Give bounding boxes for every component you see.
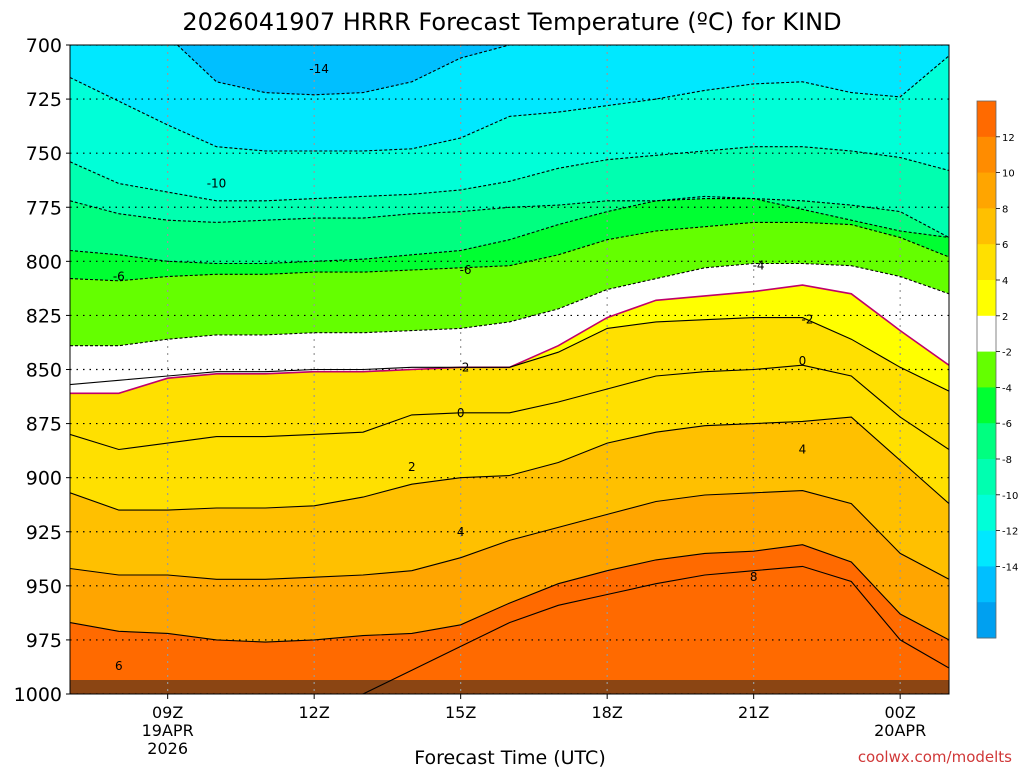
colorbar-label: -6	[1002, 419, 1012, 430]
colorbar-label: 4	[1002, 276, 1008, 287]
contour-label: 4	[457, 525, 465, 539]
colorbar-swatch	[977, 530, 996, 567]
y-tick-label: 775	[26, 197, 62, 219]
contour-label: 4	[799, 443, 807, 457]
colorbar-swatch	[977, 315, 996, 353]
isotherm-12	[362, 565, 949, 694]
fill-band--14	[177, 45, 510, 95]
isotherm--4	[70, 221, 949, 282]
colorbar-swatch	[977, 566, 996, 603]
contour-labels: -14 -10 -6 -6 -4 -2 0 0 2 2 4 4 8 6	[113, 62, 814, 673]
isotherm-2	[70, 317, 949, 392]
colorbar-label: -12	[1002, 527, 1018, 538]
colorbar-legend: 12 10 8 6 4 2 -2 -4 -6 -8 -10 -12 -14	[976, 100, 1018, 639]
isotherm--2	[70, 262, 949, 347]
x-tick-label: 21Z	[738, 703, 769, 722]
colorbar-label: 12	[1002, 133, 1015, 144]
grid-lines	[70, 45, 949, 694]
colorbar-label: 10	[1002, 169, 1015, 180]
y-tick-label: 950	[26, 576, 62, 598]
x-tick-label: 12Z	[299, 703, 330, 722]
colorbar-swatch	[977, 602, 996, 639]
contour-label: 6	[115, 659, 123, 673]
x-tick-label: 20APR	[874, 721, 926, 740]
colorbar-swatch	[977, 459, 996, 496]
contour-label: -14	[309, 62, 329, 76]
colorbar-swatch	[977, 280, 996, 317]
isotherm-contours	[70, 45, 949, 694]
isotherm--10	[70, 146, 949, 202]
colorbar-swatch	[977, 387, 996, 424]
contour-label: -4	[753, 259, 765, 273]
x-tick-label: 09Z	[152, 703, 183, 722]
contour-label: -2	[801, 313, 813, 327]
colorbar-swatch	[977, 351, 996, 388]
colorbar-label: -10	[1002, 491, 1018, 502]
contour-label: -10	[207, 176, 227, 190]
y-tick-label: 725	[26, 89, 62, 111]
y-tick-label: 1000	[14, 684, 62, 706]
y-axis: 700 725 750 775 800 825 850 875 900 925 950 975 1000	[14, 35, 70, 706]
colorbar-label: -14	[1002, 562, 1018, 573]
x-tick-label: 2026	[147, 739, 188, 758]
isotherm--8	[70, 198, 949, 238]
contour-label: 0	[457, 406, 465, 420]
colorbar-swatch	[977, 244, 996, 281]
isotherm-10	[70, 544, 949, 643]
y-tick-label: 700	[26, 35, 62, 57]
y-tick-label: 750	[26, 143, 62, 165]
contour-label: 2	[408, 460, 416, 474]
y-tick-label: 875	[26, 414, 62, 436]
x-tick-label: 19APR	[142, 721, 194, 740]
isotherm-8	[70, 490, 949, 580]
credit-text: coolwx.com/modelts	[858, 748, 1012, 766]
colorbar-swatch	[977, 101, 996, 138]
colorbar-swatch	[977, 494, 996, 532]
y-tick-label: 975	[26, 630, 62, 652]
contour-label: 0	[799, 354, 807, 368]
colorbar-label: 8	[1002, 204, 1008, 215]
colorbar-label: -4	[1002, 383, 1012, 394]
colorbar-label: 2	[1002, 312, 1008, 323]
y-tick-label: 900	[26, 468, 62, 490]
y-tick-label: 850	[26, 360, 62, 382]
contour-label: -6	[113, 269, 125, 283]
contour-label: -6	[460, 263, 472, 277]
contour-label: 8	[750, 570, 758, 584]
colorbar-swatch	[977, 136, 996, 174]
isotherm-4	[70, 416, 949, 511]
y-tick-label: 825	[26, 305, 62, 327]
x-tick-label: 15Z	[445, 703, 476, 722]
colorbar-swatch	[977, 423, 996, 460]
isotherm--14	[177, 45, 510, 96]
chart-title: 2026041907 HRRR Forecast Temperature (ºC…	[182, 8, 841, 36]
colorbar-swatch	[977, 172, 996, 209]
colorbar-frame	[976, 100, 997, 639]
colorbar-label: -8	[1002, 455, 1012, 466]
ground-strip	[70, 680, 949, 694]
temperature-fill-bands	[70, 45, 949, 694]
contour-label: 2	[462, 360, 470, 374]
isotherm--6	[70, 195, 949, 265]
colorbar-swatch	[977, 208, 996, 245]
y-tick-label: 800	[26, 251, 62, 273]
isotherm-6	[70, 364, 949, 451]
colorbar-label: 6	[1002, 240, 1008, 251]
x-tick-label: 00Z	[885, 703, 916, 722]
colorbar-label: -2	[1002, 348, 1012, 359]
y-tick-label: 925	[26, 522, 62, 544]
isotherm--12	[70, 55, 949, 152]
x-axis-title: Forecast Time (UTC)	[414, 747, 605, 768]
x-tick-label: 18Z	[592, 703, 623, 722]
